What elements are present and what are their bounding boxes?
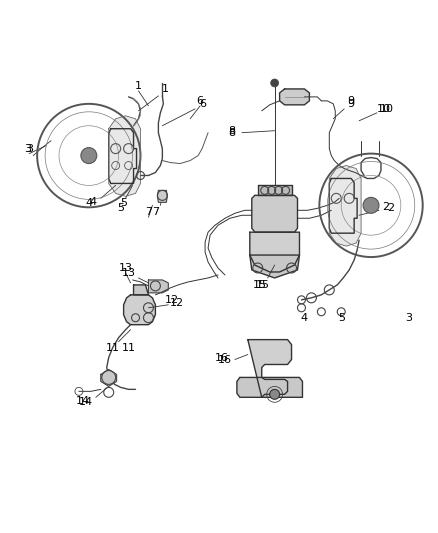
Polygon shape bbox=[237, 377, 303, 397]
Text: 16: 16 bbox=[215, 352, 229, 362]
Text: 6: 6 bbox=[200, 99, 207, 109]
Polygon shape bbox=[250, 255, 300, 278]
Text: 2: 2 bbox=[387, 203, 395, 213]
Text: 5: 5 bbox=[120, 198, 127, 208]
Polygon shape bbox=[248, 340, 292, 397]
Polygon shape bbox=[252, 196, 297, 232]
Polygon shape bbox=[329, 179, 357, 233]
Text: 14: 14 bbox=[79, 397, 93, 407]
Text: 6: 6 bbox=[197, 96, 204, 106]
Polygon shape bbox=[279, 89, 309, 105]
Polygon shape bbox=[250, 232, 300, 272]
Text: 16: 16 bbox=[218, 354, 232, 365]
Text: 3: 3 bbox=[26, 143, 33, 154]
Text: 11: 11 bbox=[122, 343, 136, 352]
Text: 13: 13 bbox=[122, 268, 136, 278]
Circle shape bbox=[270, 389, 279, 399]
Text: 7: 7 bbox=[152, 207, 159, 217]
Text: 12: 12 bbox=[165, 295, 179, 305]
Circle shape bbox=[363, 197, 379, 213]
Polygon shape bbox=[134, 285, 148, 295]
Text: 9: 9 bbox=[348, 96, 355, 106]
Text: 3: 3 bbox=[405, 313, 412, 323]
Text: 2: 2 bbox=[382, 203, 389, 212]
Text: 1: 1 bbox=[162, 84, 169, 94]
Polygon shape bbox=[258, 185, 292, 196]
Text: 15: 15 bbox=[253, 280, 267, 290]
Polygon shape bbox=[101, 369, 117, 386]
Text: 3: 3 bbox=[24, 143, 31, 154]
Text: 4: 4 bbox=[85, 198, 92, 208]
Text: 8: 8 bbox=[228, 126, 236, 136]
Text: 9: 9 bbox=[348, 99, 355, 109]
Text: 14: 14 bbox=[76, 397, 90, 406]
Text: 11: 11 bbox=[106, 343, 120, 352]
Circle shape bbox=[81, 148, 97, 164]
Polygon shape bbox=[157, 190, 167, 203]
Text: 4: 4 bbox=[301, 313, 308, 323]
Polygon shape bbox=[109, 116, 141, 196]
Text: 10: 10 bbox=[380, 104, 394, 114]
Text: 5: 5 bbox=[117, 203, 124, 213]
Text: 8: 8 bbox=[228, 128, 236, 138]
Circle shape bbox=[271, 79, 279, 87]
Text: 10: 10 bbox=[377, 104, 391, 114]
Text: 4: 4 bbox=[89, 197, 96, 207]
Text: 12: 12 bbox=[170, 298, 184, 308]
Text: 7: 7 bbox=[145, 207, 152, 217]
Text: 5: 5 bbox=[338, 313, 345, 323]
Text: 13: 13 bbox=[119, 263, 133, 273]
Text: 15: 15 bbox=[256, 280, 270, 290]
Polygon shape bbox=[109, 129, 137, 183]
Text: 1: 1 bbox=[135, 81, 142, 91]
Polygon shape bbox=[124, 295, 155, 325]
Polygon shape bbox=[329, 166, 361, 246]
Polygon shape bbox=[148, 280, 168, 293]
